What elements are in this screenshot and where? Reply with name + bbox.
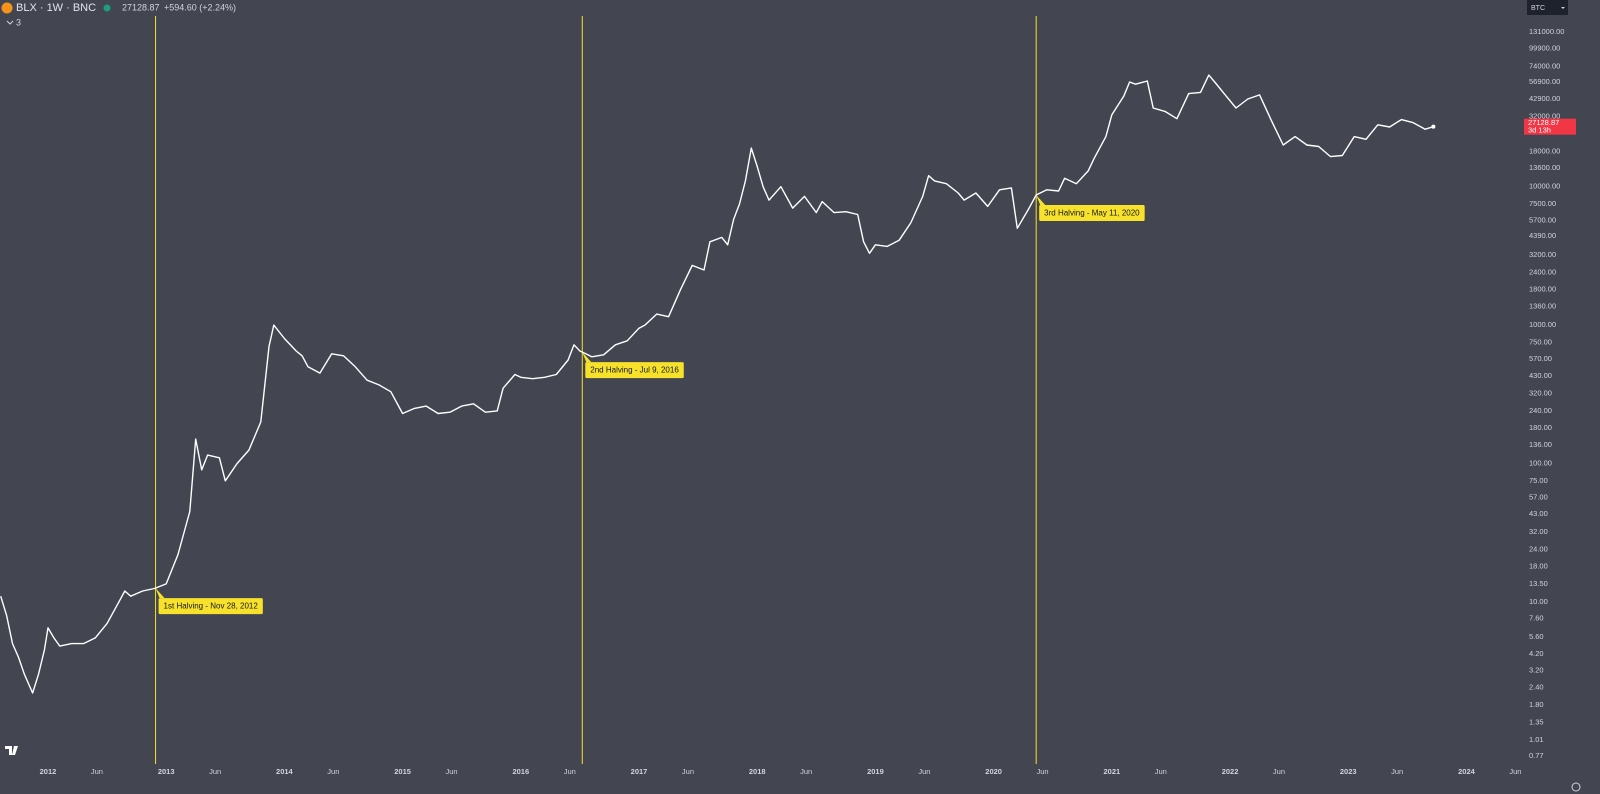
collapse-chevron[interactable]	[6, 20, 14, 25]
y-tick-label: 24.00	[1529, 544, 1548, 553]
x-tick-month: Jun	[1509, 767, 1521, 776]
y-tick-label: 10000.00	[1529, 182, 1560, 191]
header-price: 27128.87	[122, 2, 160, 12]
y-tick-label: 3.20	[1529, 665, 1544, 674]
x-tick-month: Jun	[445, 767, 457, 776]
x-tick-month: Jun	[1037, 767, 1049, 776]
y-tick-label: 57.00	[1529, 492, 1548, 501]
y-tick-label: 1000.00	[1529, 320, 1556, 329]
y-tick-label: 7.60	[1529, 613, 1544, 622]
annotation-box	[158, 598, 263, 615]
y-tick-label: 3200.00	[1529, 250, 1556, 259]
annotation-pointer	[582, 352, 592, 363]
x-tick-month: Jun	[1273, 767, 1285, 776]
x-tick-year: 2019	[867, 767, 884, 776]
y-tick-label: 99900.00	[1529, 43, 1560, 52]
x-tick-year: 2016	[512, 767, 529, 776]
x-tick-month: Jun	[327, 767, 339, 776]
y-tick-label: 131000.00	[1529, 27, 1564, 36]
annotation-label: 1st Halving - Nov 28, 2012	[164, 602, 259, 611]
currency-caret	[1561, 7, 1565, 9]
y-tick-label: 43.00	[1529, 509, 1548, 518]
x-tick-year: 2021	[1103, 767, 1120, 776]
currency-box[interactable]	[1527, 0, 1568, 15]
y-tick-label: 5700.00	[1529, 215, 1556, 224]
y-tick-label: 7500.00	[1529, 199, 1556, 208]
symbol-icon	[1, 2, 13, 14]
annotation-box	[585, 362, 684, 379]
y-tick-label: 13600.00	[1529, 163, 1560, 172]
x-tick-month: Jun	[682, 767, 694, 776]
annotation-pointer	[1036, 195, 1046, 206]
y-tick-label: 1.35	[1529, 717, 1544, 726]
y-tick-label: 240.00	[1529, 406, 1552, 415]
annotation-label: 2nd Halving - Jul 9, 2016	[590, 366, 679, 375]
annotation-box	[1039, 205, 1145, 222]
x-tick-year: 2014	[276, 767, 294, 776]
y-tick-label: 74000.00	[1529, 61, 1560, 70]
x-tick-month: Jun	[800, 767, 812, 776]
y-tick-label: 42900.00	[1529, 94, 1560, 103]
y-tick-label: 2400.00	[1529, 267, 1556, 276]
status-dot	[103, 4, 111, 12]
y-tick-label: 4.20	[1529, 649, 1544, 658]
y-tick-label: 2.40	[1529, 683, 1544, 692]
x-tick-year: 2024	[1458, 767, 1476, 776]
y-tick-label: 18.00	[1529, 562, 1548, 571]
x-tick-year: 2023	[1340, 767, 1357, 776]
symbol[interactable]: BLX · 1W · BNC	[16, 2, 96, 14]
y-tick-label: 180.00	[1529, 423, 1552, 432]
y-tick-label: 1.80	[1529, 700, 1544, 709]
logo	[5, 746, 18, 755]
x-tick-year: 2013	[158, 767, 175, 776]
y-tick-label: 570.00	[1529, 354, 1552, 363]
x-tick-year: 2015	[394, 767, 411, 776]
x-tick-month: Jun	[918, 767, 930, 776]
y-tick-label: 1.01	[1529, 735, 1544, 744]
y-tick-label: 1800.00	[1529, 285, 1556, 294]
y-tick-label: 18000.00	[1529, 146, 1560, 155]
y-tick-label: 430.00	[1529, 371, 1552, 380]
annotation-label: 3rd Halving - May 11, 2020	[1044, 209, 1140, 218]
last-point	[1431, 124, 1436, 129]
y-tick-label: 32.00	[1529, 527, 1548, 536]
x-tick-year: 2012	[40, 767, 57, 776]
x-tick-month: Jun	[564, 767, 576, 776]
currency[interactable]: BTC	[1531, 5, 1545, 12]
y-tick-label: 100.00	[1529, 459, 1552, 468]
y-tick-label: 320.00	[1529, 389, 1552, 398]
settings-icon[interactable]	[1571, 782, 1581, 792]
indicator-count[interactable]: 3	[16, 17, 21, 27]
x-tick-year: 2022	[1222, 767, 1239, 776]
annotation-pointer	[155, 588, 165, 599]
x-tick-month: Jun	[91, 767, 103, 776]
price-tag-value: 27128.87	[1528, 118, 1559, 127]
x-tick-year: 2020	[985, 767, 1002, 776]
y-tick-label: 13.50	[1529, 579, 1548, 588]
x-tick-month: Jun	[1391, 767, 1403, 776]
y-tick-label: 56900.00	[1529, 77, 1560, 86]
y-tick-label: 10.00	[1529, 597, 1548, 606]
y-tick-label: 4390.00	[1529, 231, 1556, 240]
y-tick-label: 750.00	[1529, 337, 1552, 346]
price-tag-countdown: 3d 13h	[1528, 126, 1551, 135]
price-line	[0, 74, 1434, 694]
y-tick-label: 75.00	[1529, 476, 1548, 485]
y-tick-label: 32000.00	[1529, 112, 1560, 121]
x-tick-year: 2017	[631, 767, 648, 776]
price-tag	[1524, 118, 1576, 135]
x-tick-month: Jun	[1155, 767, 1167, 776]
x-tick-year: 2018	[749, 767, 766, 776]
y-tick-label: 1360.00	[1529, 302, 1556, 311]
y-tick-label: 136.00	[1529, 440, 1552, 449]
y-tick-label: 5.60	[1529, 632, 1544, 641]
x-tick-month: Jun	[209, 767, 221, 776]
y-tick-label: 0.77	[1529, 751, 1544, 760]
header-change: +594.60 (+2.24%)	[164, 2, 236, 12]
